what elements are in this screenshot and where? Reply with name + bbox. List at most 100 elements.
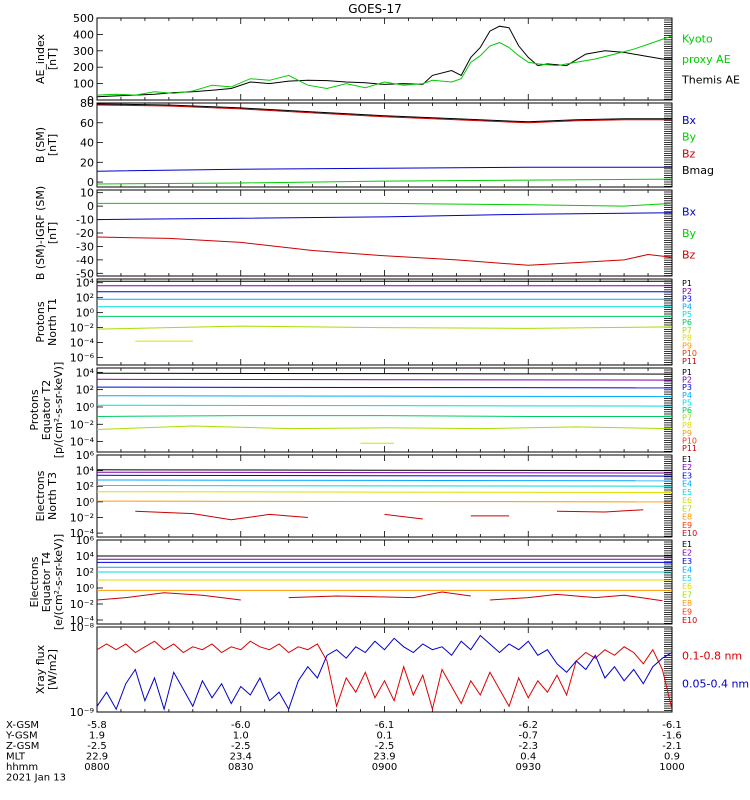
panel-p2: 10⁴ 10² 10⁰ 10⁻² 10⁻⁴ Protons Equator T2 [p/(cm… [28, 362, 697, 459]
series-themis-ae [97, 25, 672, 98]
panel-xray: 10⁻⁸ 10⁻⁹ Xray flux [W/m2] 0.1-0.8 nm 0.05-0.… [34, 621, 749, 719]
y-tick-label: 10⁰ [76, 401, 95, 414]
series-bz [97, 104, 672, 124]
y-tick-label: 400 [73, 28, 94, 41]
footer-value: -2.5 [87, 741, 107, 752]
legend-label: P1 [682, 279, 692, 288]
series-group [97, 469, 672, 521]
y-tick-label: 10⁰ [76, 307, 95, 320]
series-group [97, 372, 672, 444]
footer-value: -2.3 [518, 741, 538, 752]
legend-label: E3 [682, 557, 692, 566]
legend-label: P4 [682, 302, 692, 311]
series-e3 [97, 474, 672, 477]
legend-label: P7 [682, 326, 692, 335]
series-e4 [97, 479, 672, 482]
series-e8 [135, 510, 308, 521]
y-tick-label: 40 [80, 137, 94, 150]
y-tick-label: 10⁻² [70, 598, 94, 611]
legend-label: P9 [682, 341, 692, 350]
y-tick-label: 10⁴ [76, 550, 95, 563]
y-tick-label: 10⁶ [76, 534, 95, 547]
y-tick-label: 10⁻⁴ [70, 614, 95, 627]
y-tick-label: 10⁻² [70, 418, 94, 431]
footer-value: 1.9 [89, 731, 105, 742]
legend-label: Bx [682, 206, 697, 219]
panel-p1: 10⁴ 10² 10⁰ 10⁻² 10⁻⁴ 10⁻⁶ Protons North T1 P1P2… [34, 277, 697, 366]
panel-frame [96, 454, 673, 538]
footer-value: -6.1 [375, 720, 395, 731]
y-tick-label: 20 [80, 156, 94, 169]
series-group [97, 634, 672, 712]
series-group [97, 555, 672, 602]
legend-label: P2 [682, 376, 692, 385]
y-tick-label: 10⁻⁶ [70, 352, 95, 365]
y-axis-label: [nT] [46, 222, 59, 244]
panel-bigrf: 100-10-20-30-40-50 B (SM)-IGRF (SM) [nT] Bx… [34, 186, 697, 280]
panel-frame [96, 17, 673, 101]
legend-label: proxy AE [682, 53, 731, 66]
y-tick-label: 10 [80, 187, 94, 200]
y-tick-label: -10 [76, 214, 94, 227]
legend-label: E4 [682, 480, 692, 489]
y-tick-label: -30 [76, 240, 94, 253]
y-axis-label: North T1 [46, 298, 59, 346]
series-e1 [97, 469, 672, 472]
legend-label: P7 [682, 414, 692, 423]
series-e11 [556, 509, 644, 513]
legend-label: P4 [682, 391, 692, 400]
series-e10 [489, 593, 663, 602]
legend-label: P8 [682, 421, 692, 430]
legend-label: E2 [682, 548, 692, 557]
y-tick-label: 10⁻⁴ [70, 527, 95, 540]
footer-value: -6.2 [518, 720, 538, 731]
footer-value: 1.0 [233, 731, 249, 742]
y-axis-label: Protons [28, 389, 41, 430]
series-group [97, 25, 672, 98]
footer-value: 23.9 [373, 752, 395, 763]
series-p1 [97, 372, 672, 375]
y-tick-label: 10⁻⁸ [70, 621, 95, 634]
series-e5 [97, 485, 672, 487]
legend-label: P5 [682, 310, 692, 319]
legend-label: 0.05-0.4 nm [682, 678, 749, 691]
y-axis-label: [W/m2] [46, 649, 59, 690]
legend-label: 0.1-0.8 nm [682, 649, 742, 662]
legend-label: P6 [682, 318, 692, 327]
y-tick-label: 10² [76, 566, 94, 579]
y-axis-label: B (SM) [34, 127, 47, 163]
series-p5 [97, 404, 672, 407]
legend-label: E5 [682, 488, 692, 497]
y-tick-label: -50 [76, 267, 94, 280]
footer-value: -2.1 [662, 741, 682, 752]
series-p7 [97, 325, 672, 330]
footer-value: -5.8 [87, 720, 107, 731]
footer-row-label: X-GSM [6, 720, 39, 731]
legend-label: P6 [682, 406, 692, 415]
legend-label: By [682, 227, 697, 240]
series-bx [97, 212, 672, 221]
footer-value: 22.9 [86, 752, 108, 763]
y-axis-label: Electrons [28, 556, 41, 607]
y-axis-label: AE_index [34, 33, 47, 84]
series-bx [97, 166, 672, 172]
footer-row-label: Y-GSM [5, 731, 38, 742]
legend-label: Kyoto [682, 33, 713, 46]
y-tick-label: -40 [76, 254, 94, 267]
legend-label: P8 [682, 334, 692, 343]
series-e6 [97, 491, 672, 493]
series-group [97, 202, 672, 266]
panel-frame [96, 539, 673, 625]
y-axis-label: Xray flux [34, 644, 47, 694]
footer-row-label: Z-GSM [6, 741, 39, 752]
y-tick-label: 10² [76, 292, 94, 305]
y-tick-label: 10⁻⁴ [70, 436, 95, 449]
footer-value: 0830 [228, 762, 253, 773]
legend-label: Themis AE [681, 74, 740, 87]
series-bz [97, 236, 672, 266]
y-axis-label: [nT] [46, 48, 59, 70]
y-tick-label: 80 [80, 97, 94, 110]
y-tick-label: 200 [73, 61, 94, 74]
